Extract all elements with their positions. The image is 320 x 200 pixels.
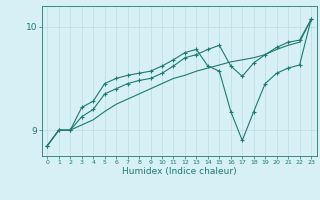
X-axis label: Humidex (Indice chaleur): Humidex (Indice chaleur) — [122, 167, 236, 176]
